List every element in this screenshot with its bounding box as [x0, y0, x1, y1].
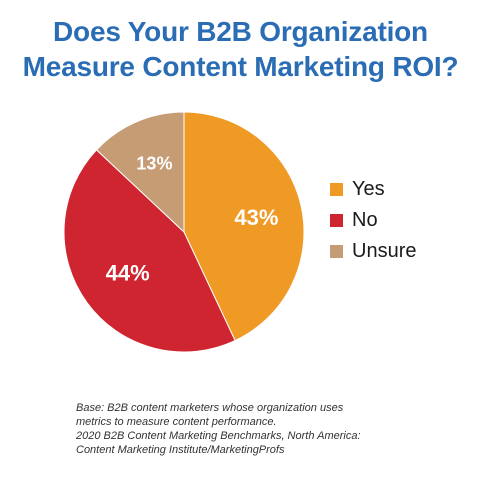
pie-label-no: 44% [106, 260, 150, 285]
pie-label-unsure: 13% [136, 154, 172, 174]
legend-swatch-yes [330, 183, 343, 196]
footnote-line-4: Content Marketing Institute/MarketingPro… [76, 444, 285, 456]
pie-slice-unsure [95, 111, 185, 234]
legend-item-yes: Yes [330, 174, 416, 205]
legend-label-unsure: Unsure [352, 240, 417, 262]
legend-swatch-unsure [330, 245, 343, 258]
footnote: Base: B2B content marketers whose organi… [76, 401, 456, 457]
footnote-line-1: Base: B2B content marketers whose organi… [76, 402, 344, 414]
chart-title-line-2: Measure Content Marketing ROI? [22, 51, 459, 82]
pie-slice-yes [183, 111, 305, 342]
chart-title: Does Your B2B Organization Measure Conte… [0, 14, 481, 84]
footnote-line-2: metrics to measure content performance. [76, 416, 277, 428]
legend-label-no: No [352, 209, 378, 231]
chart-title-line-1: Does Your B2B Organization [53, 16, 428, 47]
pie-slice-no [63, 149, 236, 353]
legend-item-no: No [330, 205, 416, 236]
legend-item-unsure: Unsure [330, 236, 416, 267]
footnote-line-3: 2020 B2B Content Marketing Benchmarks, N… [76, 430, 361, 442]
legend-swatch-no [330, 214, 343, 227]
pie-label-yes: 43% [234, 205, 278, 230]
legend: Yes No Unsure [330, 174, 416, 267]
legend-label-yes: Yes [352, 178, 385, 200]
